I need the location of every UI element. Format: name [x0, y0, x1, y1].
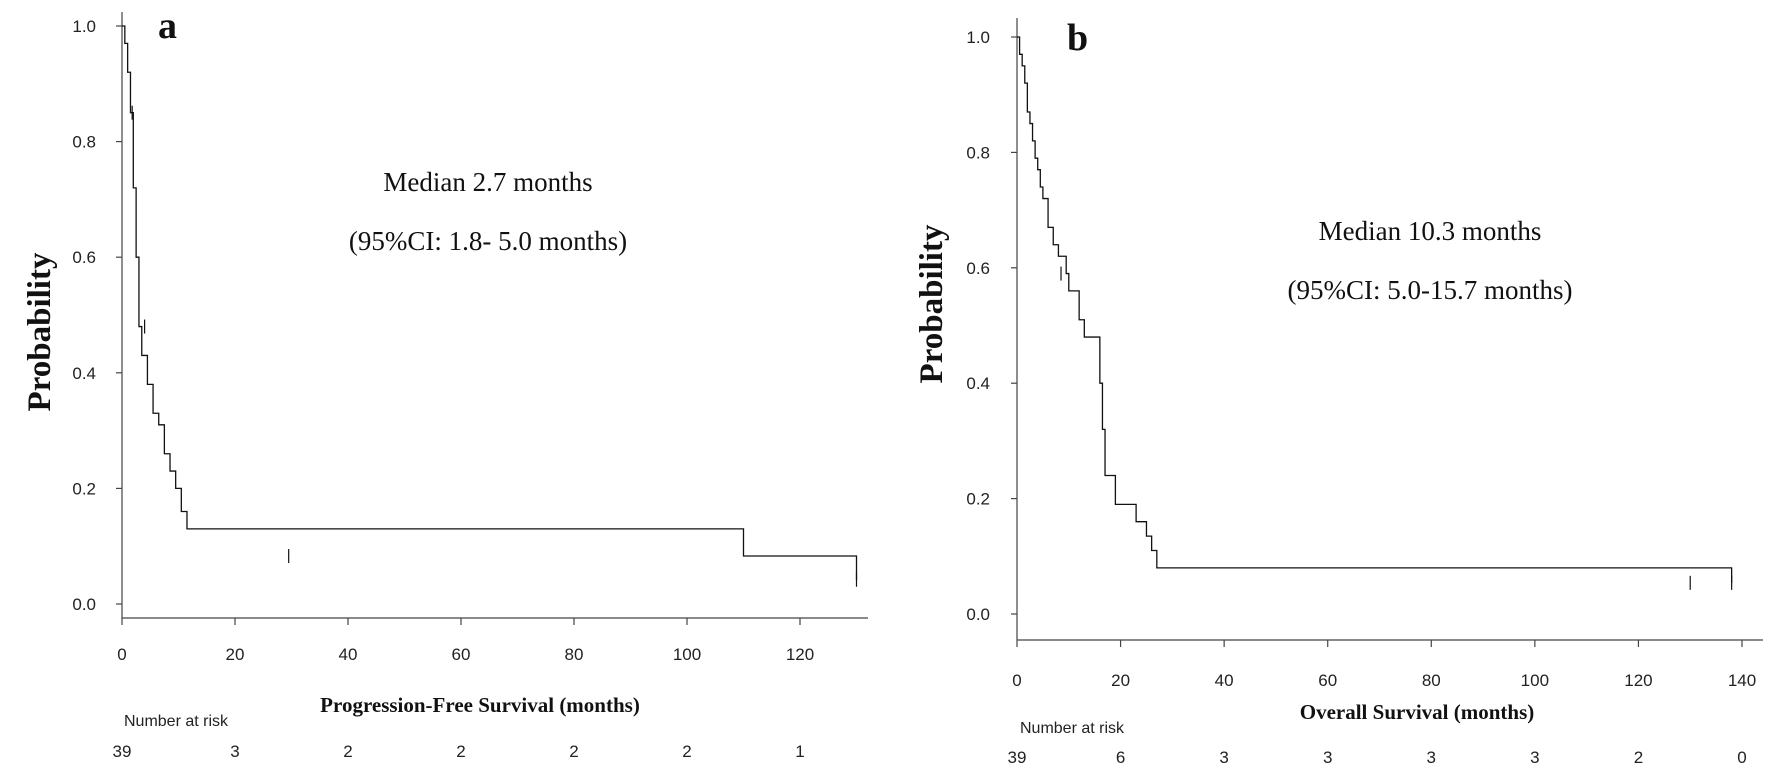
- panel-a-label: a: [158, 5, 177, 47]
- panel-a-x-tick-label: 0: [117, 645, 126, 664]
- panel-b-ci-text: (95%CI: 5.0-15.7 months): [1288, 275, 1573, 305]
- panel-a-at-risk-count: 39: [113, 742, 132, 761]
- panel-a-number-at-risk-label: Number at risk: [124, 713, 229, 730]
- panel-a-survival-curve: [122, 25, 858, 580]
- panel-a-x-tick-label: 20: [226, 645, 245, 664]
- panel-b-y-tick-label: 0.8: [966, 143, 990, 162]
- panel-a-x-tick-label: 80: [565, 645, 584, 664]
- panel-b-y-axis-title: Probability: [914, 224, 950, 383]
- panel-b-x-tick-label: 80: [1422, 671, 1441, 690]
- panel-b-median-text: Median 10.3 months: [1319, 216, 1542, 246]
- panel-b-x-tick-label: 40: [1215, 671, 1234, 690]
- panel-b-survival-curve: [1017, 36, 1733, 583]
- panel-a-at-risk-count: 1: [795, 742, 804, 761]
- panel-a-y-tick-label: 1.0: [72, 17, 96, 36]
- panel-a: a Median 2.7 months (95%CI: 1.8- 5.0 mon…: [22, 5, 868, 761]
- panel-a-y-tick-label: 0.8: [72, 133, 96, 152]
- panel-b-x-tick-label: 20: [1111, 671, 1130, 690]
- panel-a-at-risk-count: 3: [230, 742, 239, 761]
- panel-b-x-tick-label: 0: [1012, 671, 1021, 690]
- panel-b-y-tick-label: 0.4: [966, 374, 990, 393]
- panel-b-y-tick-label: 1.0: [966, 28, 990, 47]
- panel-a-x-tick-label: 100: [673, 645, 701, 664]
- panel-b-number-at-risk-label: Number at risk: [1020, 720, 1125, 737]
- panel-a-at-risk-count: 2: [456, 742, 465, 761]
- panel-a-y-tick-label: 0.4: [72, 364, 96, 383]
- panel-a-y-tick-label: 0.6: [72, 248, 96, 267]
- panel-a-at-risk-count: 2: [343, 742, 352, 761]
- panel-a-x-tick-label: 40: [339, 645, 358, 664]
- panel-b-y-tick-label: 0.6: [966, 259, 990, 278]
- panel-b-at-risk-count: 3: [1323, 748, 1332, 767]
- panel-b-y-tick-label: 0.0: [966, 605, 990, 624]
- panel-a-ci-text: (95%CI: 1.8- 5.0 months): [349, 226, 627, 256]
- panel-b-label: b: [1067, 17, 1088, 59]
- panel-a-x-axis-title: Progression-Free Survival (months): [320, 693, 640, 717]
- panel-b-y-tick-label: 0.2: [966, 490, 990, 509]
- panel-b-x-tick-label: 60: [1318, 671, 1337, 690]
- panel-a-x-tick-label: 60: [452, 645, 471, 664]
- panel-a-y-tick-label: 0.0: [72, 595, 96, 614]
- panel-b-at-risk-count: 39: [1008, 748, 1027, 767]
- panel-b-x-tick-label: 120: [1624, 671, 1652, 690]
- panel-b: b Median 10.3 months (95%CI: 5.0-15.7 mo…: [914, 17, 1763, 767]
- panel-b-at-risk-count: 3: [1427, 748, 1436, 767]
- panel-b-x-tick-label: 140: [1728, 671, 1756, 690]
- panel-a-x-tick-label: 120: [786, 645, 814, 664]
- panel-b-at-risk-count: 6: [1116, 748, 1125, 767]
- panel-b-x-tick-label: 100: [1521, 671, 1549, 690]
- panel-a-y-tick-label: 0.2: [72, 479, 96, 498]
- panel-a-y-axis-title: Probability: [22, 252, 58, 411]
- panel-b-at-risk-count: 0: [1737, 748, 1746, 767]
- panel-a-at-risk-count: 2: [682, 742, 691, 761]
- panel-b-at-risk-count: 2: [1634, 748, 1643, 767]
- panel-b-at-risk-count: 3: [1219, 748, 1228, 767]
- panel-b-at-risk-count: 3: [1530, 748, 1539, 767]
- panel-a-median-text: Median 2.7 months: [383, 167, 592, 197]
- panel-b-x-axis-title: Overall Survival (months): [1300, 700, 1535, 724]
- panel-a-at-risk-count: 2: [569, 742, 578, 761]
